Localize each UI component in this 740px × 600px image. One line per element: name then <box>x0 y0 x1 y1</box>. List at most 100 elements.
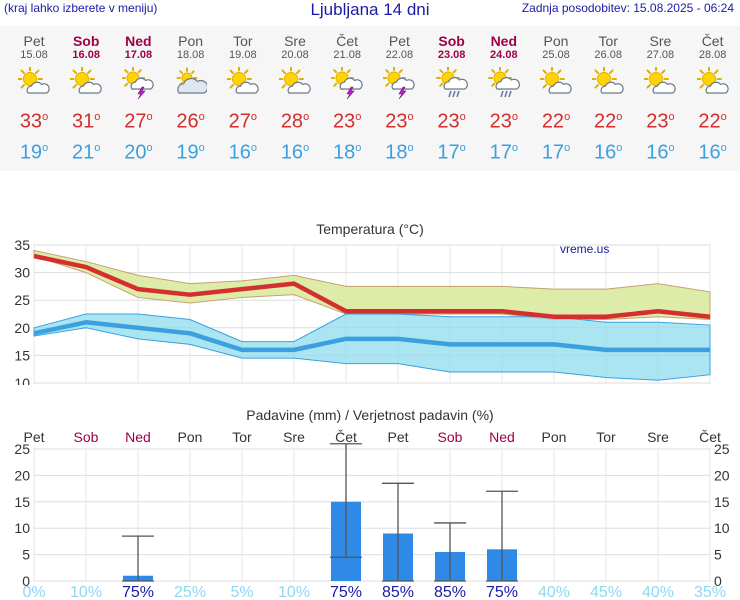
max-temperature: 27o <box>228 110 257 133</box>
max-temperature: 22o <box>594 110 623 133</box>
min-temperature: 18o <box>333 141 362 164</box>
day-date: 19.08 <box>229 49 257 61</box>
min-temperature: 17o <box>489 141 518 164</box>
y-tick-label: 15 <box>14 347 30 363</box>
plot-area <box>33 448 711 582</box>
min-temperature-band <box>33 313 711 381</box>
y-tick-label: 10 <box>14 520 30 536</box>
day-date: 17.08 <box>124 49 153 61</box>
category-label: Čet <box>335 429 357 445</box>
thunderstorm-icon <box>331 67 363 99</box>
probability-label: 35% <box>694 584 726 600</box>
category-label: Sre <box>283 429 305 445</box>
probability-label: 75% <box>486 584 518 600</box>
min-temperature-line <box>33 320 710 353</box>
day-name: Sob <box>438 33 465 49</box>
day-date: 20.08 <box>281 49 309 61</box>
location-hint[interactable]: (kraj lahko izberete v meniju) <box>4 1 158 15</box>
probability-label: 40% <box>538 584 570 600</box>
probability-label: 85% <box>434 584 466 600</box>
day-date: 23.08 <box>437 49 466 61</box>
max-temperature: 23o <box>646 110 675 133</box>
y-tick-label: 10 <box>14 375 30 385</box>
forecast-day: Sre 27.08 23o 16o <box>634 26 686 164</box>
min-temperature: 19o <box>19 141 49 164</box>
day-date: 26.08 <box>594 49 622 61</box>
category-label: Ned <box>125 429 151 445</box>
category-label: Pon <box>542 429 567 445</box>
last-update: Zadnja posodobitev: 15.08.2025 - 06:24 <box>521 1 734 15</box>
day-name: Sre <box>649 33 672 49</box>
max-temperature: 22o <box>698 110 727 133</box>
probability-label: 25% <box>174 584 206 600</box>
forecast-day: Čet 28.08 22o 16o <box>687 26 739 164</box>
forecast-day: Pet 15.08 33o 19o <box>8 26 60 164</box>
category-label: Sob <box>438 429 463 445</box>
day-date: 22.08 <box>385 49 414 61</box>
sun-cloud-icon <box>592 67 624 94</box>
min-temperature: 17o <box>437 141 466 164</box>
max-temperature-band <box>33 249 711 321</box>
probability-label: 45% <box>590 584 622 600</box>
chart-title: Padavine (mm) / Verjetnost padavin (%) <box>246 407 493 423</box>
min-temperature: 16o <box>646 141 675 164</box>
y-tick-label: 25 <box>14 441 30 457</box>
day-name: Pet <box>23 33 45 49</box>
max-temperature: 23o <box>385 110 414 133</box>
forecast-day: Pon 18.08 26o 19o <box>165 26 217 164</box>
forecast-day: Tor 26.08 22o 16o <box>582 26 634 164</box>
min-temperature: 17o <box>541 141 571 164</box>
sun-cloud-icon <box>18 67 50 94</box>
day-name: Ned <box>490 33 518 49</box>
max-temperature: 22o <box>541 110 571 133</box>
y-tick-label: 5 <box>22 547 30 563</box>
forecast-day: Sob 16.08 31o 21o <box>60 26 112 164</box>
max-temperature: 23o <box>437 110 466 133</box>
sun-cloud-icon <box>696 67 729 94</box>
forecast-day: Ned 24.08 23o 17o <box>478 26 530 164</box>
y-tick-label: 20 <box>14 467 30 483</box>
probability-label: 85% <box>382 584 414 600</box>
day-date: 27.08 <box>646 49 675 61</box>
y-tick-label-right: 20 <box>714 467 730 483</box>
day-date: 15.08 <box>20 49 48 61</box>
y-tick-label: 20 <box>14 320 30 336</box>
watermark: vreme.us <box>560 242 609 256</box>
day-date: 24.08 <box>490 49 518 61</box>
cloudy-icon <box>176 67 207 94</box>
forecast-day: Pet 22.08 23o 18o <box>373 26 425 164</box>
y-tick-label-right: 15 <box>714 494 730 510</box>
day-name: Sre <box>284 33 306 49</box>
max-temperature: 23o <box>333 110 362 133</box>
sun-cloud-icon <box>70 67 102 94</box>
category-label: Ned <box>489 429 515 445</box>
forecast-strip: Pet 15.08 33o 19o Sob 16.08 31o 21o Ned 17.08 27o 2… <box>0 26 740 171</box>
day-name: Pon <box>178 33 204 49</box>
max-temperature: 33o <box>19 110 49 133</box>
probability-label: 10% <box>278 584 310 600</box>
day-date: 18.08 <box>176 49 205 61</box>
min-temperature: 16o <box>594 141 623 164</box>
min-temperature: 16o <box>280 141 310 164</box>
category-label: Pet <box>387 429 408 445</box>
probability-label: 5% <box>230 584 253 600</box>
y-tick-label-right: 10 <box>714 520 730 536</box>
min-temperature: 20o <box>124 141 153 164</box>
min-temperature: 16o <box>698 141 727 164</box>
temperature-chart: Temperatura (°C) 10 15 20 25 30 35 vreme.us <box>14 221 711 385</box>
min-temperature: 16o <box>228 141 257 164</box>
sun-cloud-rain-icon <box>487 67 520 98</box>
category-label: Sob <box>74 429 99 445</box>
y-tick-label: 30 <box>14 265 30 281</box>
day-name: Čet <box>701 33 724 49</box>
y-tick-label-right: 25 <box>714 441 730 457</box>
y-tick-label: 0 <box>22 573 30 589</box>
y-tick-label: 35 <box>14 237 30 253</box>
max-temperature: 26o <box>176 110 205 133</box>
precipitation-chart: Padavine (mm) / Verjetnost padavin (%) Pe… <box>14 407 730 600</box>
day-name: Čet <box>336 33 359 49</box>
max-temperature: 31o <box>72 110 101 133</box>
day-name: Pon <box>543 33 569 49</box>
forecast-day: Sob 23.08 23o 17o <box>426 26 478 164</box>
sun-cloud-icon <box>226 67 259 94</box>
